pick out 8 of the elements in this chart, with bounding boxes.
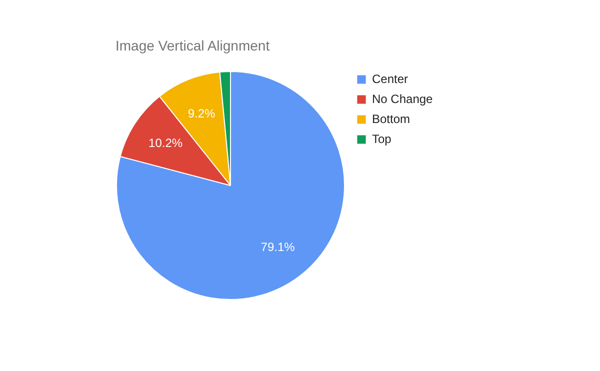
legend-label: Bottom (372, 112, 410, 126)
legend-label: Top (372, 132, 392, 146)
data-label: 10.2% (148, 136, 183, 150)
legend-label: Center (372, 72, 408, 86)
chart-title: Image Vertical Alignment (116, 38, 270, 54)
data-label: 9.2% (188, 106, 216, 121)
legend-label: No Change (372, 92, 433, 106)
data-label: 79.1% (260, 240, 296, 254)
